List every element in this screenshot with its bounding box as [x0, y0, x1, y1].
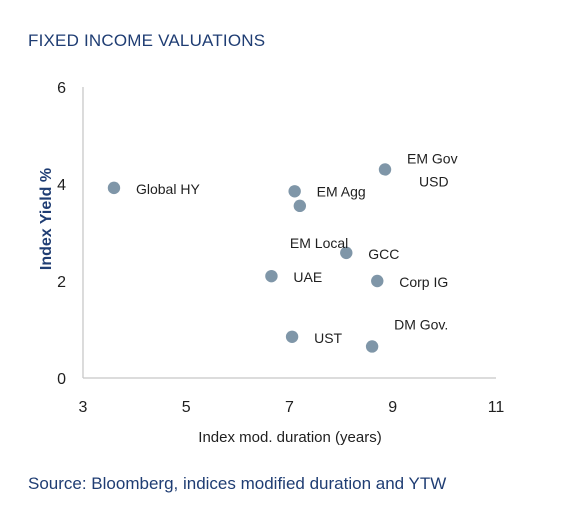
point-label: GCC — [368, 246, 399, 262]
data-point — [371, 274, 384, 288]
x-tick-label: 3 — [79, 399, 88, 416]
axes — [82, 87, 496, 379]
point-label: Corp IG — [399, 274, 448, 290]
data-point — [107, 181, 121, 195]
source-note: Source: Bloomberg, indices modified dura… — [28, 474, 447, 493]
x-axis-label: Index mod. duration (years) — [198, 429, 381, 446]
data-point — [265, 269, 278, 283]
point-label: EM Local — [290, 235, 348, 251]
x-tick-label: 11 — [488, 399, 505, 416]
data-point — [378, 163, 392, 176]
point-label: DM Gov. — [394, 316, 448, 332]
x-tick-label: 9 — [388, 399, 397, 416]
point-label: UAE — [293, 269, 322, 285]
chart-title: FIXED INCOME VALUATIONS — [28, 31, 266, 50]
x-tick-label: 5 — [182, 399, 191, 416]
point-label: EM Gov USD — [407, 150, 458, 189]
point-label: EM Agg — [317, 183, 366, 199]
tick-labels: 3 5 7 9 11 0 2 4 6 — [57, 80, 504, 416]
data-point — [365, 340, 379, 353]
y-tick-label: 6 — [57, 80, 66, 97]
point-label: UST — [314, 330, 342, 346]
data-point — [288, 185, 301, 198]
data-point — [293, 199, 307, 213]
data-labels: Global HY EM Agg EM Gov USD EM Local GCC UAE Co… — [136, 150, 458, 345]
x-tick-label: 7 — [285, 399, 294, 416]
point-label: Global HY — [136, 181, 200, 197]
y-axis-label: Index Yield % — [38, 168, 55, 270]
y-tick-label: 2 — [57, 274, 66, 291]
data-points — [107, 163, 392, 353]
y-tick-label: 4 — [57, 177, 66, 194]
data-point — [340, 246, 353, 260]
y-tick-label: 0 — [57, 371, 66, 388]
data-point — [285, 330, 299, 343]
